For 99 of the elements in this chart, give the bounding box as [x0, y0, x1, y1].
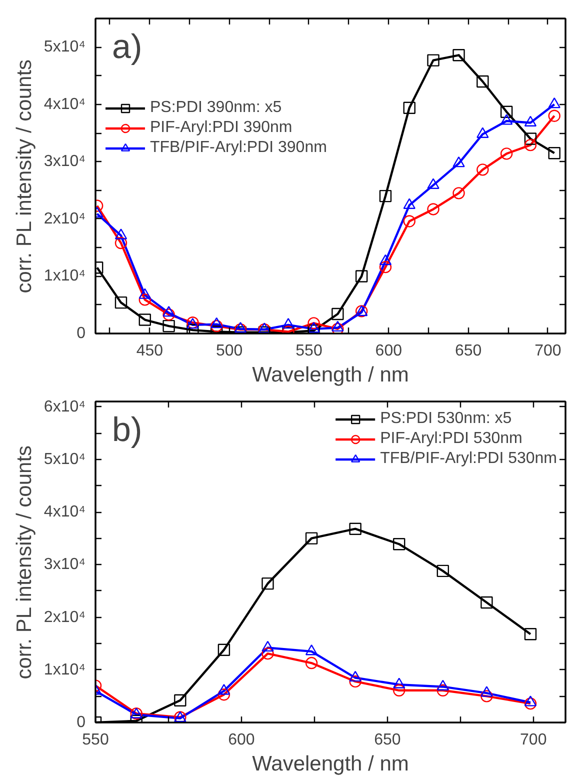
point	[114, 236, 128, 250]
point	[210, 320, 223, 332]
point	[480, 690, 493, 702]
point	[308, 317, 320, 330]
point	[427, 178, 440, 189]
y-axis-title: corr. PL intensity / counts	[12, 445, 36, 680]
y-tick-label: 1x10⁴	[44, 268, 86, 285]
point	[500, 106, 513, 118]
legend-label: PS:PDI 390nm: x5	[150, 98, 282, 118]
point	[393, 538, 406, 550]
point	[282, 318, 294, 329]
point	[393, 684, 406, 696]
point	[476, 75, 489, 88]
point	[524, 116, 537, 127]
x-axis-title: Wavelength / nm	[252, 752, 409, 776]
point	[393, 678, 406, 688]
point	[403, 198, 416, 209]
y-tick-label: 1x10⁴	[44, 661, 86, 678]
point	[524, 697, 537, 710]
point	[452, 49, 465, 62]
y-tick-label: 0	[76, 325, 86, 342]
point	[114, 296, 128, 309]
point	[480, 686, 493, 697]
y-tick-label: 5x10⁴	[44, 38, 86, 56]
point	[138, 294, 151, 306]
point	[218, 684, 230, 695]
point	[162, 306, 175, 317]
point	[162, 308, 175, 321]
point	[332, 308, 344, 320]
point	[349, 522, 362, 535]
y-tick-label: 4x10⁴	[44, 504, 86, 521]
point	[403, 102, 416, 114]
point	[349, 670, 362, 682]
x-tick-label: 550	[82, 732, 109, 748]
x-tick-label: 600	[375, 342, 402, 360]
point	[218, 688, 230, 701]
point	[262, 640, 274, 652]
point	[305, 532, 318, 544]
y-tick-label: 6x10⁴	[44, 398, 86, 416]
point	[218, 644, 230, 656]
annotation: b)	[112, 411, 142, 450]
point	[480, 596, 493, 609]
point	[548, 146, 560, 160]
point	[524, 628, 537, 640]
x-tick-label: 500	[216, 342, 243, 360]
point	[349, 675, 362, 688]
point	[379, 260, 392, 274]
point	[427, 203, 440, 216]
point	[355, 270, 368, 282]
legend-label: PIF-Aryl:PDI 530nm	[380, 429, 522, 449]
point	[138, 314, 151, 326]
point	[476, 127, 489, 138]
point	[379, 190, 392, 202]
x-tick-label: 650	[454, 342, 482, 360]
point	[305, 656, 318, 670]
point	[476, 164, 489, 176]
point	[452, 187, 465, 200]
x-tick-label: 650	[374, 732, 401, 748]
point	[427, 54, 440, 66]
y-tick-label: 0	[76, 714, 86, 731]
point	[500, 114, 513, 125]
point	[262, 577, 274, 590]
y-tick-label: 2x10⁴	[44, 608, 86, 626]
point	[210, 317, 223, 328]
y-axis-title: corr. PL intensity / counts	[12, 59, 36, 294]
annotation: a)	[112, 28, 142, 66]
point	[174, 694, 186, 706]
point	[500, 148, 513, 160]
y-tick-label: 3x10⁴	[44, 556, 86, 574]
point	[138, 288, 151, 299]
x-tick-label: 700	[520, 732, 547, 748]
point	[305, 644, 318, 656]
point	[436, 680, 449, 690]
y-tick-label: 5x10⁴	[44, 450, 86, 468]
point	[524, 696, 537, 706]
point	[114, 228, 128, 240]
point	[436, 684, 449, 696]
x-tick-label: 450	[136, 342, 164, 360]
y-tick-label: 3x10⁴	[44, 153, 86, 170]
legend-label: TFB/PIF-Aryl:PDI 390nm	[150, 138, 327, 158]
point	[548, 110, 560, 122]
legend-label: PIF-Aryl:PDI 390nm	[150, 118, 292, 138]
point	[524, 138, 537, 152]
point	[548, 97, 560, 108]
point	[262, 647, 274, 660]
point	[524, 132, 537, 145]
x-tick-label: 600	[228, 732, 255, 748]
y-tick-label: 4x10⁴	[44, 96, 86, 113]
y-tick-label: 2x10⁴	[44, 210, 86, 228]
legend-label: PS:PDI 530nm: x5	[380, 409, 512, 429]
point	[162, 320, 175, 332]
point	[403, 215, 416, 228]
x-tick-label: 550	[296, 342, 322, 360]
point	[452, 156, 465, 168]
x-axis-title: Wavelength / nm	[252, 364, 409, 386]
point	[379, 254, 392, 266]
x-tick-label: 700	[534, 342, 562, 360]
legend-label: TFB/PIF-Aryl:PDI 530nm	[380, 449, 557, 469]
point	[436, 564, 449, 578]
